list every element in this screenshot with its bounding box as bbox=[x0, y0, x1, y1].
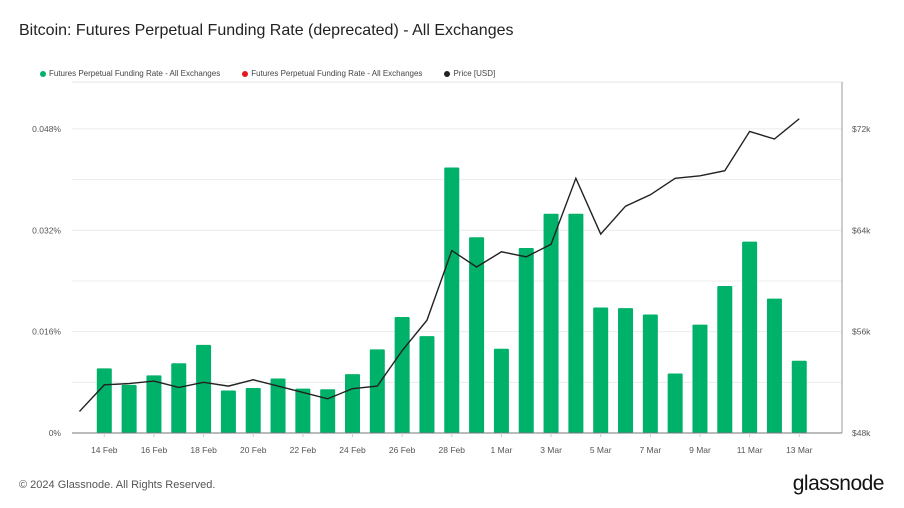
funding-rate-bar bbox=[642, 314, 658, 433]
funding-rate-bar bbox=[717, 286, 733, 433]
funding-rate-bar bbox=[518, 247, 534, 433]
funding-rate-bar bbox=[766, 298, 782, 433]
y-left-tick-label: 0.032% bbox=[32, 225, 61, 235]
y-right-tick-label: $64k bbox=[852, 225, 871, 235]
funding-rate-bar bbox=[568, 213, 584, 433]
x-tick-label: 22 Feb bbox=[290, 445, 317, 455]
y-left-tick-label: 0.016% bbox=[32, 327, 61, 337]
funding-rate-bar bbox=[667, 373, 683, 433]
legend: Futures Perpetual Funding Rate - All Exc… bbox=[40, 69, 495, 78]
x-tick-label: 7 Mar bbox=[639, 445, 661, 455]
y-right-tick-label: $56k bbox=[852, 327, 871, 337]
legend-label: Price [USD] bbox=[453, 69, 496, 78]
chart-title: Bitcoin: Futures Perpetual Funding Rate … bbox=[19, 22, 514, 39]
x-tick-label: 11 Mar bbox=[737, 445, 763, 455]
funding-rate-bar bbox=[394, 317, 410, 433]
legend-dot-icon bbox=[242, 70, 249, 77]
legend-dot-icon bbox=[444, 70, 451, 77]
funding-rate-bar bbox=[618, 308, 634, 433]
x-tick-label: 3 Mar bbox=[540, 445, 562, 455]
x-tick-label: 16 Feb bbox=[141, 445, 168, 455]
x-tick-label: 13 Mar bbox=[786, 445, 813, 455]
funding-rate-bar bbox=[692, 324, 708, 433]
funding-rate-bar bbox=[171, 363, 187, 433]
legend-item-funding-negative[interactable]: Futures Perpetual Funding Rate - All Exc… bbox=[242, 69, 422, 78]
funding-rate-bar bbox=[345, 374, 360, 433]
legend-label: Futures Perpetual Funding Rate - All Exc… bbox=[49, 69, 221, 78]
x-tick-label: 20 Feb bbox=[240, 445, 267, 455]
y-right-tick-label: $72k bbox=[852, 124, 871, 134]
funding-rate-bar bbox=[469, 237, 485, 433]
funding-rate-bar bbox=[196, 344, 212, 433]
funding-rate-bar bbox=[96, 368, 112, 433]
funding-rate-bar bbox=[791, 360, 807, 433]
funding-rate-bar bbox=[593, 307, 609, 433]
y-left-tick-label: 0% bbox=[49, 428, 62, 438]
x-tick-label: 1 Mar bbox=[491, 445, 513, 455]
x-tick-label: 14 Feb bbox=[91, 445, 118, 455]
x-tick-label: 24 Feb bbox=[339, 445, 366, 455]
funding-rate-bar bbox=[419, 336, 435, 433]
price-line bbox=[78, 118, 800, 412]
funding-rate-bar bbox=[245, 388, 261, 433]
x-tick-label: 26 Feb bbox=[389, 445, 416, 455]
funding-rate-bar bbox=[493, 348, 509, 433]
x-tick-label: 18 Feb bbox=[190, 445, 217, 455]
copyright: © 2024 Glassnode. All Rights Reserved. bbox=[19, 479, 216, 491]
x-tick-label: 28 Feb bbox=[439, 445, 466, 455]
funding-rate-bar bbox=[220, 390, 236, 433]
funding-rate-bar bbox=[270, 378, 286, 433]
funding-rate-bar bbox=[146, 375, 162, 433]
funding-rate-bar bbox=[369, 349, 385, 433]
legend-item-price[interactable]: Price [USD] bbox=[444, 69, 495, 78]
funding-rate-bar bbox=[444, 167, 460, 434]
legend-label: Futures Perpetual Funding Rate - All Exc… bbox=[251, 69, 423, 78]
legend-item-funding-positive[interactable]: Futures Perpetual Funding Rate - All Exc… bbox=[40, 69, 220, 78]
funding-rate-bar bbox=[742, 241, 758, 433]
funding-rate-bar bbox=[543, 213, 559, 433]
legend-dot-icon bbox=[40, 70, 46, 77]
funding-rate-bar bbox=[295, 388, 311, 433]
y-left-tick-label: 0.048% bbox=[32, 124, 61, 134]
funding-rate-bar bbox=[121, 384, 137, 433]
funding-rate-bar bbox=[320, 389, 336, 433]
glassnode-logo: glassnode bbox=[792, 472, 885, 495]
x-tick-label: 9 Mar bbox=[689, 445, 711, 455]
y-right-tick-label: $48k bbox=[852, 428, 871, 438]
x-tick-label: 5 Mar bbox=[590, 445, 612, 455]
